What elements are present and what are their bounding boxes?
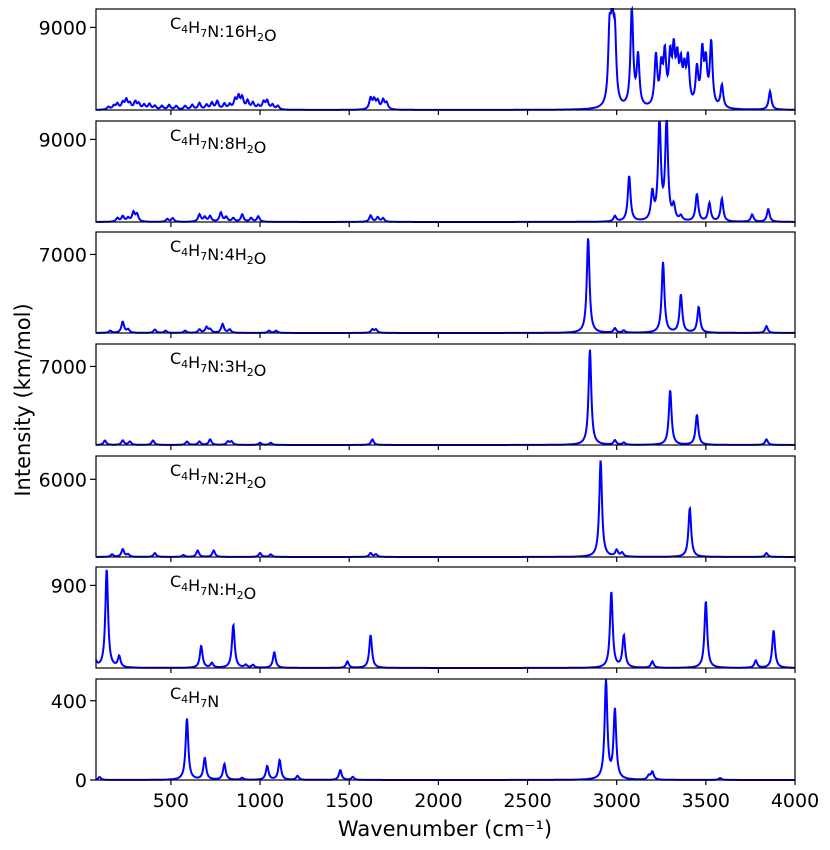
panel-4-frame xyxy=(95,455,796,558)
panel-6-spectrum-line xyxy=(95,678,795,781)
panel-6-frame xyxy=(95,678,796,781)
panel-1: 9000 C4H7N:8H2O xyxy=(39,120,796,227)
panel-6: 0 400 C4H7N xyxy=(51,678,796,792)
panel-1-label: C4H7N:8H2O xyxy=(170,126,266,157)
x-axis-title: Wavenumber (cm⁻¹) xyxy=(338,817,552,841)
panel-3: 7000 C4H7N:3H2O xyxy=(39,343,796,450)
x-tick-label-0: 500 xyxy=(153,790,189,812)
panel-2-label: C4H7N:4H2O xyxy=(170,237,266,268)
panel-4-ytick-label-0: 6000 xyxy=(39,469,87,491)
y-axis-title: Intensity (km/mol) xyxy=(11,303,35,496)
x-axis: 500 1000 1500 2000 2500 3000 3500 4000 xyxy=(153,790,819,812)
x-tick-label-5: 3000 xyxy=(593,790,641,812)
panel-5-label: C4H7N:H2O xyxy=(170,572,256,603)
panel-3-ytick-label-0: 7000 xyxy=(39,356,87,378)
panel-2: 7000 C4H7N:4H2O xyxy=(39,231,796,338)
panel-1-spectrum-line xyxy=(96,120,795,223)
panel-3-frame xyxy=(95,343,796,446)
panel-6-ytick-label-0: 0 xyxy=(75,770,87,792)
x-tick-label-2: 1500 xyxy=(325,790,373,812)
panel-0-ytick-label-0: 9000 xyxy=(39,17,87,39)
panel-1-frame xyxy=(95,120,796,223)
panel-0-spectrum-line xyxy=(96,5,795,111)
panel-6-ytick-label-1: 400 xyxy=(51,691,87,713)
panel-4: 6000 C4H7N:2H2O xyxy=(39,455,796,562)
x-tick-label-7: 4000 xyxy=(771,790,819,812)
x-tick-label-4: 2500 xyxy=(503,790,551,812)
panel-5-ytick-label-0: 900 xyxy=(51,575,87,597)
panel-1-ytick-label-0: 9000 xyxy=(39,129,87,151)
panel-0: 9000 C4H7N:16H2O xyxy=(39,5,796,115)
panel-3-label: C4H7N:3H2O xyxy=(170,349,266,380)
panel-2-frame xyxy=(95,231,796,334)
x-tick-label-1: 1000 xyxy=(236,790,284,812)
x-tick-label-6: 3500 xyxy=(682,790,730,812)
panel-0-label: C4H7N:16H2O xyxy=(170,14,277,45)
panel-4-label: C4H7N:2H2O xyxy=(170,461,266,492)
x-tick-label-3: 2000 xyxy=(414,790,462,812)
panel-5: 900 C4H7N:H2O xyxy=(51,566,796,673)
panel-6-label: C4H7N xyxy=(170,684,219,711)
panel-0-frame xyxy=(95,8,796,111)
panel-5-frame xyxy=(95,566,796,669)
panel-2-ytick-label-0: 7000 xyxy=(39,244,87,266)
